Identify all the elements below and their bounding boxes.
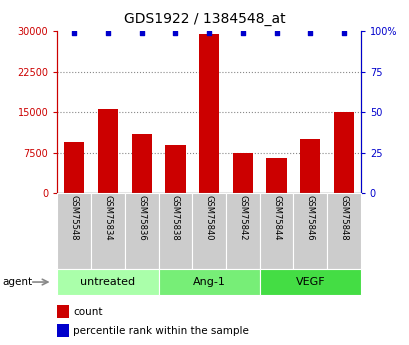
Point — [71, 30, 77, 36]
Text: GSM75848: GSM75848 — [339, 196, 348, 241]
Point — [138, 30, 145, 36]
Bar — [165, 145, 185, 193]
Text: percentile rank within the sample: percentile rank within the sample — [73, 326, 248, 336]
Point — [205, 30, 212, 36]
Bar — [98, 109, 118, 193]
Bar — [225, 193, 259, 269]
Bar — [64, 142, 84, 193]
Bar — [293, 193, 326, 269]
Bar — [57, 269, 158, 295]
Bar — [259, 269, 360, 295]
Bar — [299, 139, 319, 193]
Bar — [266, 158, 286, 193]
Text: GDS1922 / 1384548_at: GDS1922 / 1384548_at — [124, 12, 285, 26]
Text: count: count — [73, 307, 102, 317]
Text: Ang-1: Ang-1 — [192, 277, 225, 287]
Bar — [232, 152, 252, 193]
Text: GSM75846: GSM75846 — [305, 196, 314, 241]
Bar — [124, 193, 158, 269]
Point — [104, 30, 111, 36]
Bar — [158, 193, 192, 269]
Bar — [198, 34, 219, 193]
Text: GSM75834: GSM75834 — [103, 196, 112, 241]
Bar — [131, 134, 151, 193]
Text: GSM75548: GSM75548 — [70, 196, 79, 241]
Bar — [192, 193, 225, 269]
Text: GSM75838: GSM75838 — [171, 196, 180, 241]
Point — [172, 30, 178, 36]
Text: agent: agent — [2, 277, 32, 287]
Bar — [91, 193, 124, 269]
Text: untreated: untreated — [80, 277, 135, 287]
Text: GSM75842: GSM75842 — [238, 196, 247, 241]
Point — [340, 30, 346, 36]
Bar — [333, 112, 353, 193]
Point — [272, 30, 279, 36]
Point — [306, 30, 313, 36]
Text: GSM75836: GSM75836 — [137, 196, 146, 241]
Bar — [259, 193, 293, 269]
Text: GSM75844: GSM75844 — [271, 196, 280, 241]
Text: GSM75840: GSM75840 — [204, 196, 213, 241]
Bar — [326, 193, 360, 269]
Bar — [57, 193, 91, 269]
Point — [239, 30, 245, 36]
Bar — [158, 269, 259, 295]
Text: VEGF: VEGF — [295, 277, 324, 287]
